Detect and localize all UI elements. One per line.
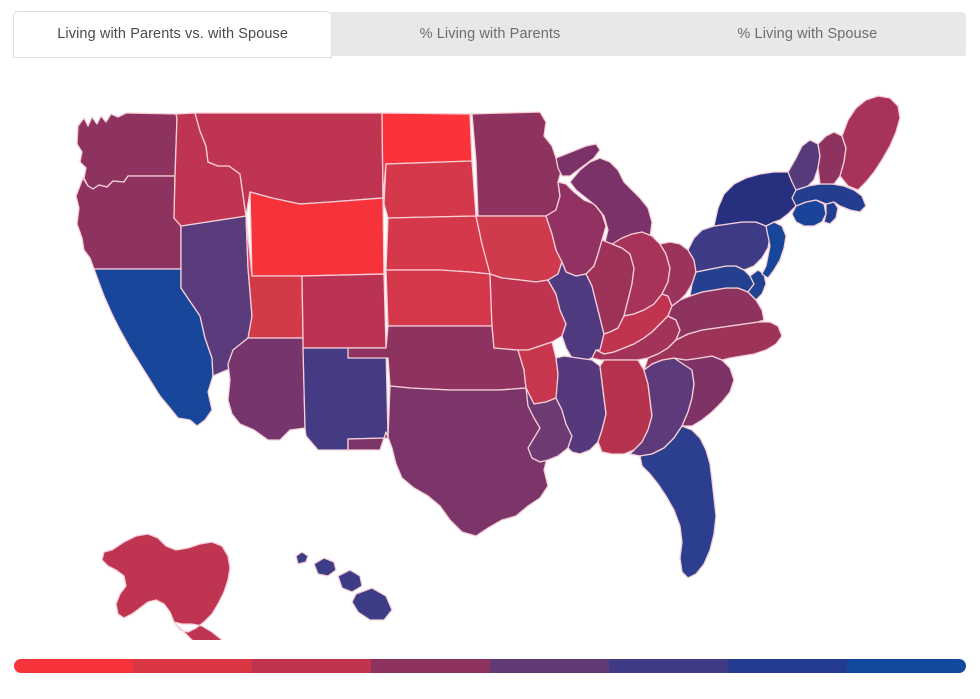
states-group: WashingtonOregonCaliforniaNevadaIdahoMon… — [75, 95, 901, 640]
legend-swatch-8 — [847, 659, 966, 673]
color-scale-legend — [14, 659, 966, 673]
state-ak[interactable]: Alaska — [101, 533, 276, 640]
state-ks[interactable]: Kansas — [385, 269, 493, 327]
state-co[interactable]: Colorado — [301, 273, 387, 349]
state-de[interactable]: Delaware — [747, 269, 767, 301]
choropleth-map-panel: WashingtonOregonCaliforniaNevadaIdahoMon… — [0, 58, 980, 640]
state-nj[interactable]: New Jersey — [761, 221, 787, 279]
legend-swatch-1 — [14, 659, 133, 673]
state-pa[interactable]: Pennsylvania — [687, 221, 771, 273]
state-mn[interactable]: Minnesota — [469, 111, 563, 217]
legend-swatch-3 — [252, 659, 371, 673]
state-fl[interactable]: Florida — [639, 425, 717, 579]
tab-pct-living-with-parents[interactable]: % Living with Parents — [331, 12, 648, 56]
state-sd[interactable]: South Dakota — [383, 160, 477, 219]
tab-pct-living-with-spouse[interactable]: % Living with Spouse — [649, 12, 966, 56]
state-ny[interactable]: New York — [713, 171, 805, 227]
state-wv[interactable]: West Virginia — [659, 241, 697, 307]
state-nm[interactable]: New Mexico — [302, 347, 389, 451]
legend-swatch-5 — [490, 659, 609, 673]
state-ri[interactable]: Rhode Island — [823, 201, 839, 225]
tab-living-with-parents-vs-spouse[interactable]: Living with Parents vs. with Spouse — [14, 12, 332, 57]
us-states-map[interactable]: WashingtonOregonCaliforniaNevadaIdahoMon… — [0, 58, 980, 640]
state-vt[interactable]: Vermont — [787, 139, 821, 191]
state-la[interactable]: Louisiana — [525, 387, 573, 463]
tab-label: % Living with Spouse — [737, 26, 878, 42]
state-az[interactable]: Arizona — [227, 337, 306, 441]
tab-bar: Living with Parents vs. with Spouse % Li… — [14, 12, 966, 57]
state-wy[interactable]: Wyoming — [249, 191, 385, 277]
state-hi[interactable]: Hawaii — [295, 551, 393, 621]
state-me[interactable]: Maine — [839, 95, 901, 191]
tab-label: % Living with Parents — [419, 26, 561, 42]
legend-swatch-7 — [728, 659, 847, 673]
legend-swatch-4 — [371, 659, 490, 673]
tab-label: Living with Parents vs. with Spouse — [57, 25, 289, 42]
legend-swatch-6 — [609, 659, 728, 673]
state-or[interactable]: Oregon — [75, 175, 182, 270]
legend-swatch-2 — [133, 659, 252, 673]
